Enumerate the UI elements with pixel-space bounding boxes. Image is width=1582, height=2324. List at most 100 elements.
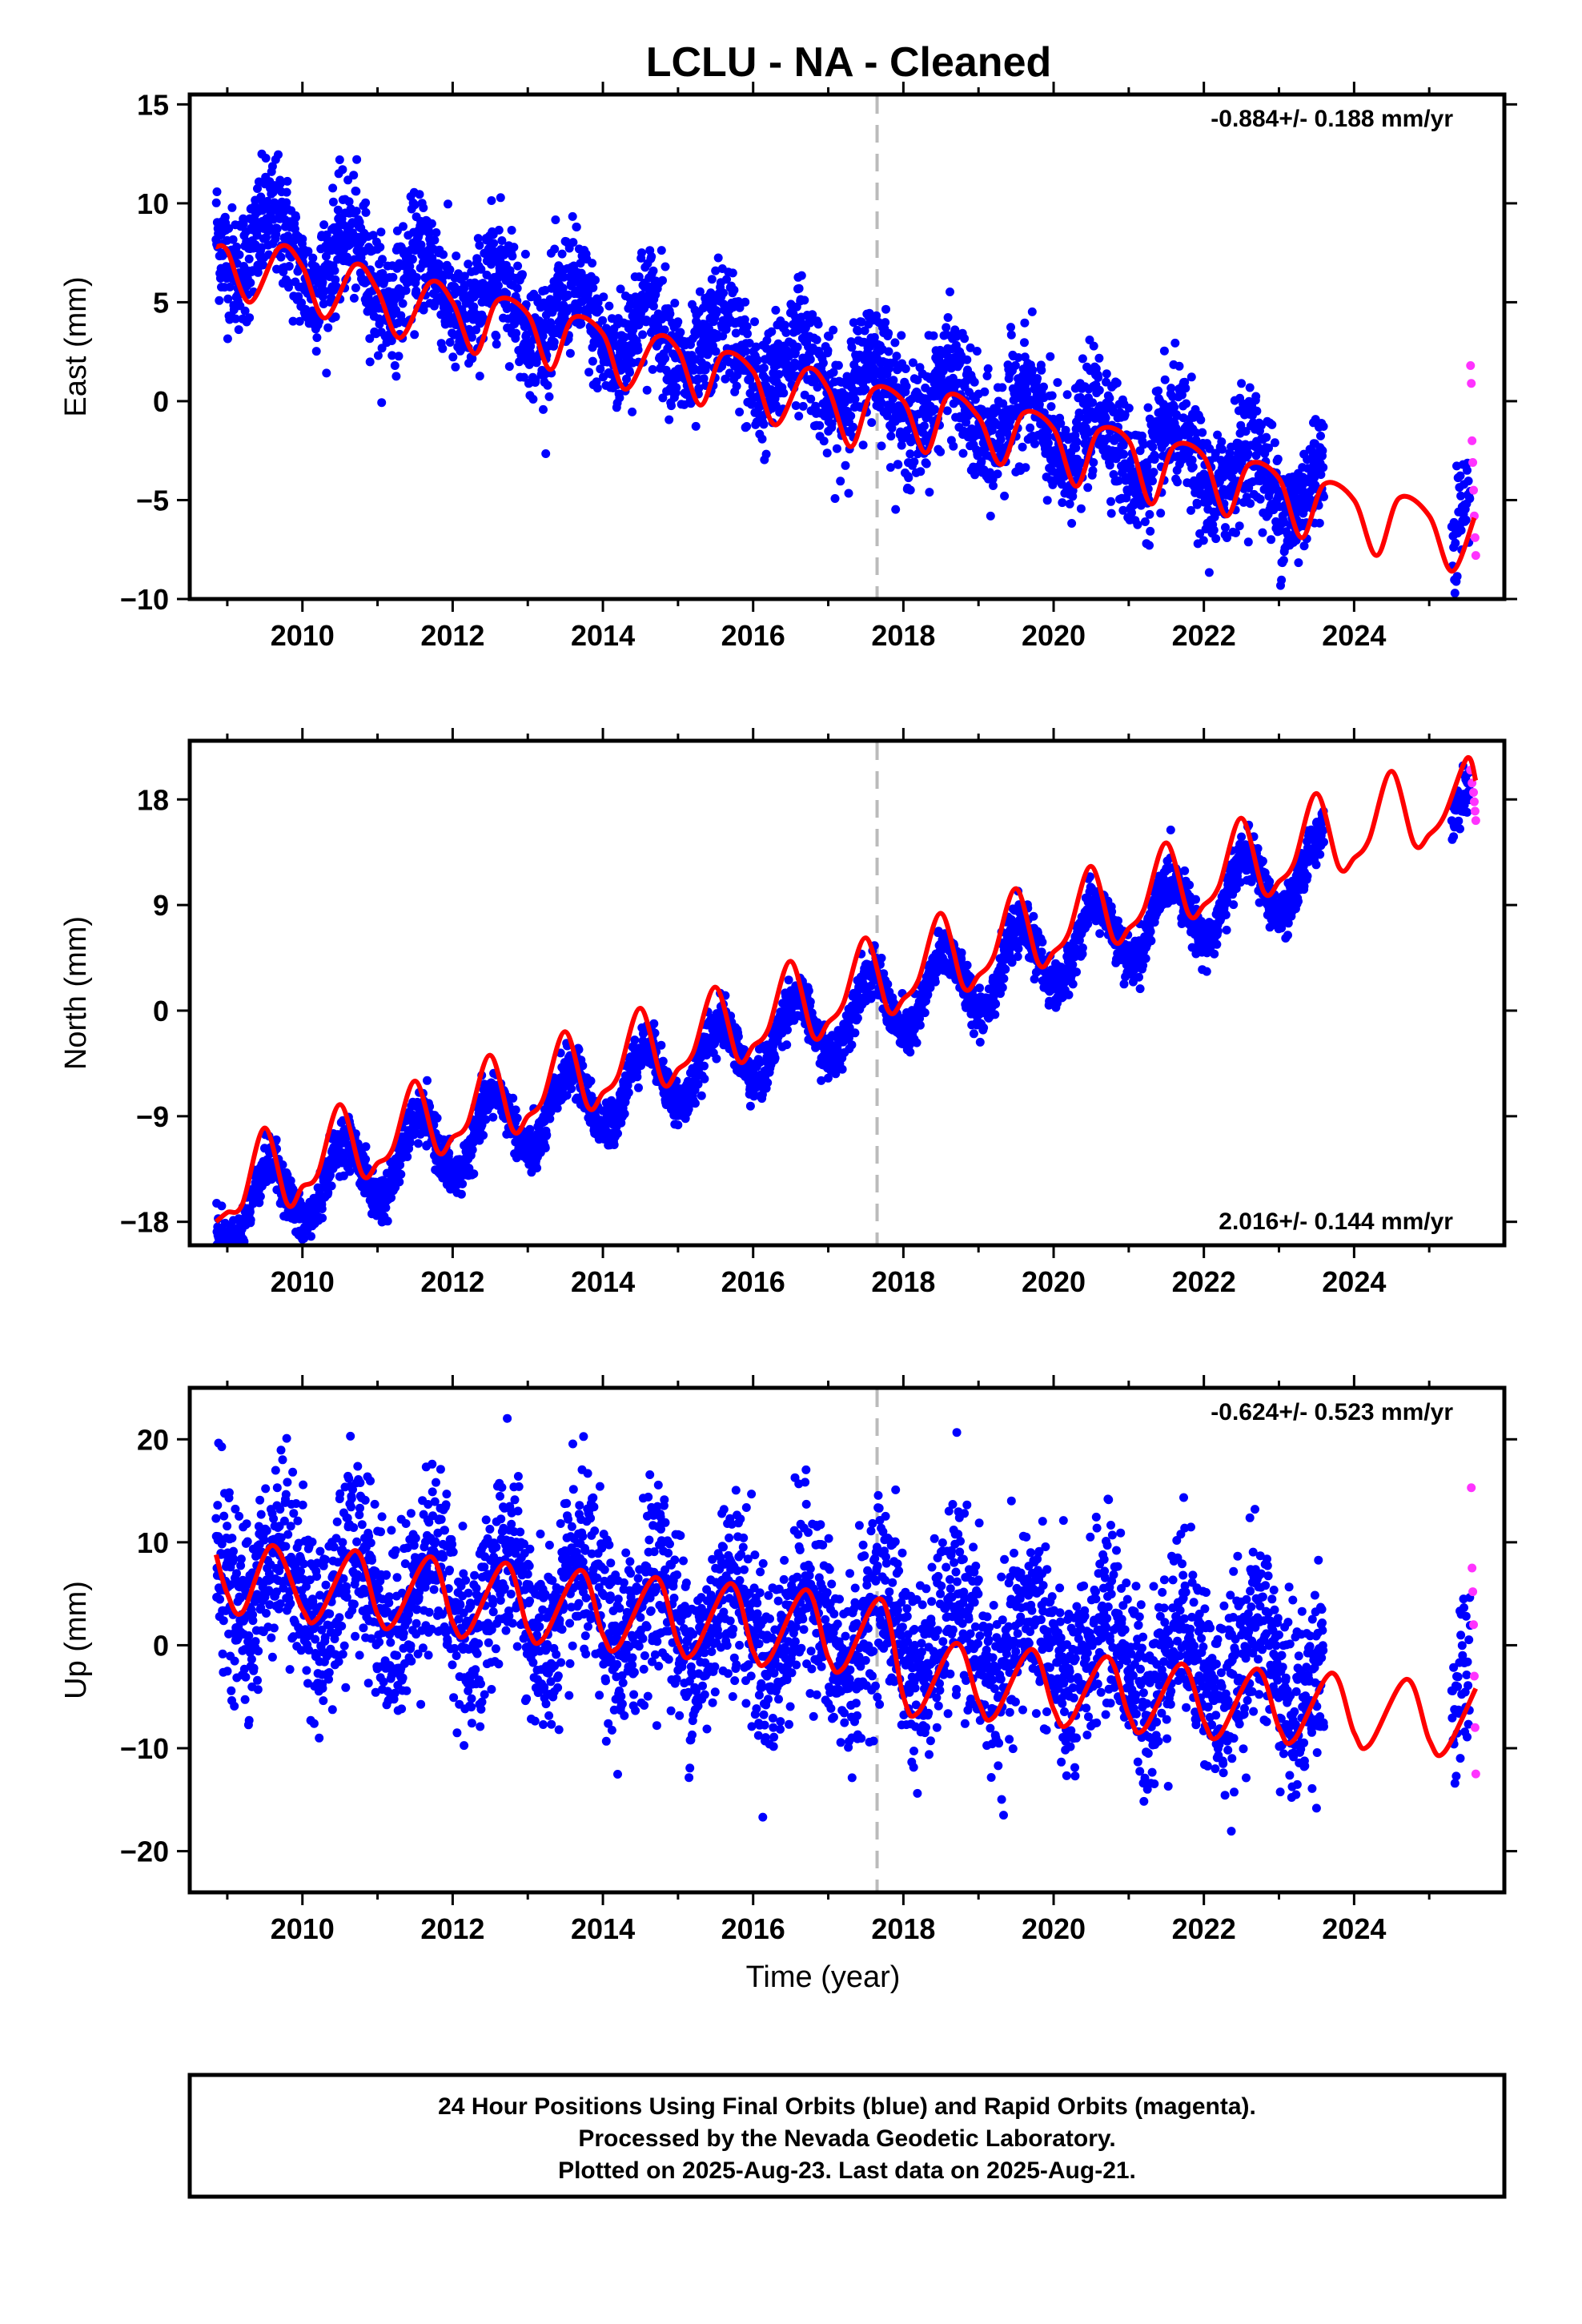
final-orbit-point [224, 1264, 233, 1273]
final-orbit-point [435, 259, 444, 269]
final-orbit-point [665, 415, 674, 424]
final-orbit-point [1461, 515, 1471, 525]
final-orbit-point [588, 259, 597, 268]
final-orbit-point [1043, 438, 1053, 448]
final-orbit-point [892, 352, 901, 361]
final-orbit-point [942, 406, 952, 416]
final-orbit-point [996, 435, 1006, 444]
final-orbit-point [676, 328, 685, 337]
final-orbit-point [468, 1145, 477, 1155]
final-orbit-point [648, 301, 658, 311]
x-tick-label: 2010 [271, 619, 335, 652]
final-orbit-point [885, 463, 895, 472]
final-orbit-point [889, 376, 898, 385]
final-orbit-point [311, 347, 321, 356]
final-orbit-point [351, 187, 361, 196]
final-orbit-point [1463, 465, 1472, 475]
final-orbit-point [634, 1083, 643, 1092]
final-orbit-point [1058, 498, 1067, 508]
final-orbit-point [1279, 556, 1288, 565]
final-orbit-point [670, 299, 680, 308]
final-orbit-point [1105, 460, 1114, 470]
final-orbit-point [1089, 458, 1098, 467]
final-orbit-point [867, 418, 877, 428]
final-orbit-point [966, 343, 975, 352]
final-orbit-point [368, 231, 378, 240]
rapid-orbit-point [1468, 458, 1478, 468]
final-orbit-point [1231, 528, 1240, 537]
final-orbit-point [448, 352, 458, 362]
final-orbit-point [1148, 442, 1158, 452]
final-orbit-point [1072, 437, 1082, 447]
final-orbit-point [323, 323, 333, 332]
final-orbit-point [718, 332, 728, 341]
final-orbit-point [588, 283, 598, 292]
final-orbit-point [586, 1076, 596, 1086]
final-orbit-point [890, 338, 900, 348]
final-orbit-point [998, 383, 1007, 392]
x-tick-label: 2014 [571, 619, 635, 652]
final-orbit-point [1191, 436, 1201, 444]
final-orbit-point [757, 434, 767, 444]
final-orbit-point [1006, 323, 1015, 332]
final-orbit-point [1299, 541, 1309, 551]
final-orbit-point [797, 271, 806, 280]
final-orbit-point [897, 440, 906, 450]
final-orbit-point [732, 381, 741, 391]
final-orbit-point [538, 332, 548, 341]
final-orbit-point [661, 262, 670, 271]
final-orbit-point [740, 315, 749, 324]
final-orbit-point [445, 265, 455, 275]
final-orbit-point [267, 162, 277, 171]
final-orbit-point [252, 231, 262, 240]
final-orbit-point [1094, 373, 1103, 382]
final-orbit-point [1255, 494, 1265, 504]
y-tick-label: 15 [137, 88, 169, 121]
final-orbit-point [1264, 443, 1273, 452]
final-orbit-point [1094, 385, 1104, 395]
final-orbit-point [986, 468, 994, 477]
final-orbit-point [908, 358, 917, 368]
final-orbit-point [886, 432, 896, 441]
final-orbit-point [284, 262, 294, 271]
final-orbit-point [432, 1113, 442, 1123]
final-orbit-point [511, 1105, 520, 1115]
final-orbit-point [1318, 446, 1327, 456]
final-orbit-point [510, 320, 520, 328]
final-orbit-point [728, 268, 737, 278]
final-orbit-point [637, 248, 646, 258]
final-orbit-point [1246, 499, 1255, 509]
final-orbit-point [1306, 497, 1315, 506]
final-orbit-point [790, 358, 800, 368]
final-orbit-point [218, 1261, 227, 1269]
final-orbit-point [479, 1131, 488, 1140]
final-orbit-point [215, 296, 224, 305]
north-panel: 2010 2012 2014 2016 2018 2020 2022 2024−18−9091… [59, 728, 1517, 1298]
final-orbit-point [972, 347, 982, 356]
final-orbit-point [512, 328, 521, 338]
final-orbit-point [274, 150, 283, 159]
final-orbit-point [1028, 365, 1038, 375]
final-orbit-point [432, 228, 441, 237]
final-orbit-point [832, 444, 841, 453]
final-orbit-point [827, 419, 837, 428]
final-orbit-point [1198, 428, 1207, 437]
final-orbit-point [398, 299, 408, 308]
final-orbit-point [399, 222, 408, 231]
x-tick-label: 2012 [420, 619, 484, 652]
final-orbit-point [282, 187, 291, 197]
final-orbit-point [1251, 392, 1261, 401]
final-orbit-point [239, 1236, 249, 1245]
final-orbit-point [291, 213, 300, 222]
final-orbit-point [753, 356, 762, 364]
final-orbit-point [1006, 416, 1015, 425]
final-orbit-point [596, 364, 605, 374]
final-orbit-point [648, 364, 657, 374]
final-orbit-point [1236, 420, 1246, 430]
final-orbit-point [584, 368, 594, 377]
final-orbit-point [891, 505, 901, 514]
final-orbit-point [224, 223, 234, 233]
final-orbit-point [322, 368, 331, 378]
final-orbit-point [1047, 391, 1057, 400]
y-axis-label: East (mm) [59, 276, 93, 416]
